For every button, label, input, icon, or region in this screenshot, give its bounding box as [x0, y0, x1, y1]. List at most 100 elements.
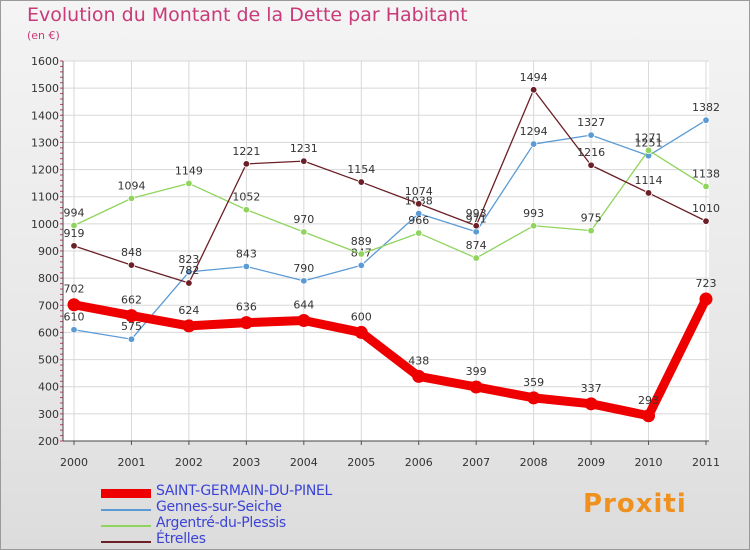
y-tick-label: 1000 [31, 218, 59, 231]
data-label: 1221 [232, 145, 260, 158]
legend-label-argentre: Argentré-du-Plessis [156, 515, 286, 531]
series-line-3 [73, 89, 707, 284]
legend-swatch-gennes [101, 509, 151, 511]
data-label: 624 [178, 304, 199, 317]
brand-text: Proxiti [583, 489, 687, 519]
data-label: 337 [581, 382, 602, 395]
data-point [67, 298, 81, 312]
data-label: 1138 [692, 167, 720, 180]
data-point [415, 229, 423, 237]
x-tick-label: 2007 [462, 456, 490, 469]
y-tick-label: 200 [38, 435, 59, 448]
series-line-2 [73, 149, 707, 259]
data-point [702, 217, 710, 225]
legend-swatch-etrelles [101, 541, 151, 543]
data-point [300, 228, 308, 236]
data-label: 1074 [405, 185, 433, 198]
data-label: 1149 [175, 164, 203, 177]
y-tick-label: 1200 [31, 164, 59, 177]
data-point [357, 250, 365, 258]
data-label: 1494 [520, 71, 548, 84]
data-label: 1154 [347, 163, 375, 176]
data-label: 1231 [290, 142, 318, 155]
data-label: 1094 [117, 179, 145, 192]
data-label: 994 [64, 206, 85, 219]
legend-swatch-argentre [101, 525, 151, 527]
data-label: 848 [121, 246, 142, 259]
data-label: 790 [293, 262, 314, 275]
data-point [644, 146, 653, 154]
data-label: 1327 [577, 116, 605, 129]
x-tick-label: 2008 [520, 456, 548, 469]
x-tick-label: 2003 [232, 456, 260, 469]
y-tick-label: 800 [38, 272, 59, 285]
data-point [587, 161, 595, 169]
data-point [529, 86, 538, 94]
data-point [70, 221, 78, 230]
data-point [357, 261, 365, 270]
data-point [472, 254, 480, 262]
data-label: 575 [121, 320, 142, 333]
data-point [70, 242, 78, 250]
data-point [644, 189, 653, 197]
data-point [297, 313, 311, 327]
data-point [587, 131, 595, 139]
data-label: 966 [408, 214, 429, 227]
data-label: 889 [351, 235, 372, 248]
data-label: 823 [178, 253, 199, 266]
chart-unit-label: (en €) [27, 29, 60, 42]
data-label: 1294 [520, 125, 548, 138]
legend-label-saint-germain: SAINT-GERMAIN-DU-PINEL [156, 483, 333, 499]
data-label: 600 [351, 310, 372, 323]
data-label: 971 [466, 213, 487, 226]
x-tick-label: 2004 [290, 456, 318, 469]
data-label: 662 [121, 294, 142, 307]
data-point [127, 261, 136, 269]
data-label: 993 [466, 207, 487, 220]
data-point [242, 262, 251, 271]
data-point [124, 309, 138, 323]
data-point [529, 222, 538, 230]
data-label: 1216 [577, 146, 605, 159]
data-point [642, 409, 656, 423]
y-tick-label: 500 [38, 354, 59, 367]
data-point [185, 279, 193, 287]
data-point [300, 277, 308, 285]
data-point [702, 116, 710, 124]
x-tick-label: 2000 [60, 456, 88, 469]
data-label: 919 [64, 227, 85, 240]
data-label: 782 [178, 264, 199, 277]
data-label: 723 [696, 277, 717, 290]
data-point [587, 226, 595, 235]
y-tick-label: 400 [38, 381, 59, 394]
data-label: 1114 [635, 174, 663, 187]
proxiti-logo: Proxiti [583, 489, 687, 519]
y-tick-label: 900 [38, 245, 59, 258]
data-point [469, 380, 483, 394]
data-label: 1010 [692, 202, 720, 215]
data-label: 1271 [635, 131, 663, 144]
x-tick-label: 2009 [577, 456, 605, 469]
data-label: 610 [64, 311, 85, 324]
data-point [529, 140, 538, 148]
data-point [242, 206, 251, 214]
y-tick-label: 700 [38, 299, 59, 312]
data-point [185, 179, 193, 188]
data-point [182, 319, 196, 333]
data-point [239, 316, 253, 330]
data-point [357, 178, 365, 186]
data-label: 970 [293, 213, 314, 226]
data-point [242, 160, 251, 168]
data-point [300, 157, 308, 165]
data-point [584, 397, 598, 411]
y-tick-label: 1100 [31, 191, 59, 204]
x-tick-label: 2011 [692, 456, 720, 469]
data-point [472, 222, 480, 230]
chart-title: Evolution du Montant de la Dette par Hab… [27, 4, 468, 26]
data-point [412, 369, 426, 383]
data-point [699, 292, 713, 306]
series-line-0 [69, 294, 711, 421]
data-label: 438 [408, 354, 429, 367]
